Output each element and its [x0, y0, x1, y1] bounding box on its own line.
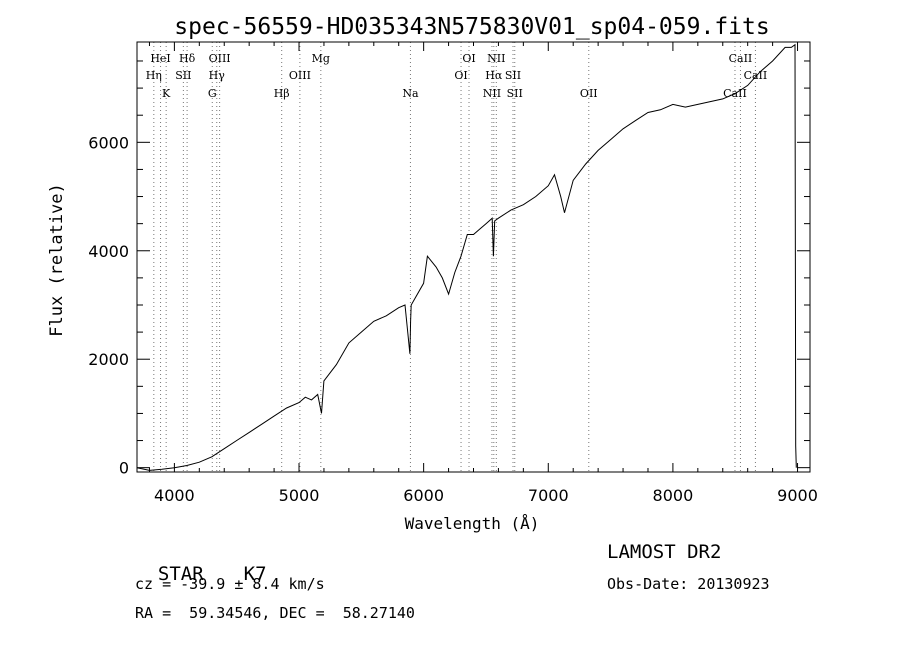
x-axis-label: Wavelength (Å)	[405, 514, 540, 533]
spectral-line-label: Hδ	[179, 52, 196, 65]
spectral-line-label: OIII	[209, 52, 231, 65]
spectral-line-label: NII	[483, 87, 501, 100]
spectral-line-label: Hγ	[209, 69, 226, 82]
class-label: STAR	[157, 563, 204, 585]
redshift-label: cz = -39.9 ± 8.4 km/s	[135, 575, 325, 593]
x-axis: 4000 5000 6000 7000 8000 9000	[148, 42, 818, 505]
survey-label: LAMOST DR2	[607, 541, 722, 563]
spectral-line-label: NII	[487, 52, 505, 65]
spectral-line-label: OIII	[289, 69, 311, 82]
spectral-line-label: Hη	[146, 69, 162, 82]
spectral-line-label: OI	[462, 52, 475, 65]
y-axis: 0 2000 4000 6000	[88, 60, 810, 478]
spectral-line-label: Hβ	[274, 87, 290, 100]
spectral-line-label: CaII	[729, 52, 753, 65]
y-tick-label: 4000	[88, 242, 129, 261]
x-tick-label: 6000	[403, 486, 444, 505]
spectral-line-label: Mg	[312, 52, 330, 65]
spectral-line-label: Na	[402, 87, 419, 100]
spectrum-line	[136, 43, 797, 471]
spectral-line-label: Hα	[485, 69, 503, 82]
spectral-line-label: CaII	[744, 69, 768, 82]
x-tick-label: 8000	[653, 486, 694, 505]
x-tick-label: 4000	[154, 486, 195, 505]
y-tick-label: 6000	[88, 133, 129, 152]
y-axis-label: Flux (relative)	[47, 183, 67, 337]
spectral-line-label: SII	[505, 69, 521, 82]
obs-date-label: Obs-Date: 20130923	[607, 575, 770, 593]
chart-title: spec-56559-HD035343N575830V01_sp04-059.f…	[174, 14, 769, 40]
x-tick-label: 7000	[528, 486, 569, 505]
coordinates-label: RA = 59.34546, DEC = 58.27140	[135, 604, 415, 622]
spectral-line-label: SII	[507, 87, 523, 100]
spectral-line-label: OII	[580, 87, 598, 100]
spectral-line-label: OI	[454, 69, 467, 82]
spectral-line-label: G	[208, 87, 217, 100]
x-tick-label: 5000	[279, 486, 320, 505]
spectral-line-label: SII	[175, 69, 191, 82]
subclass-label: K7	[243, 563, 267, 585]
spectral-line-label: HeI	[150, 52, 170, 65]
object-class: STAR K7	[135, 541, 267, 585]
y-tick-label: 2000	[88, 350, 129, 369]
x-tick-label: 9000	[777, 486, 818, 505]
plot-frame	[136, 41, 811, 473]
spectral-line-markers	[153, 42, 756, 472]
spectral-line-label: K	[162, 87, 171, 100]
spectral-line-labels: HηHeIKSIIHδGHγOIIIHβOIIIMgNaOIOINIIHαNII…	[146, 52, 768, 100]
y-tick-label: 0	[119, 459, 129, 478]
